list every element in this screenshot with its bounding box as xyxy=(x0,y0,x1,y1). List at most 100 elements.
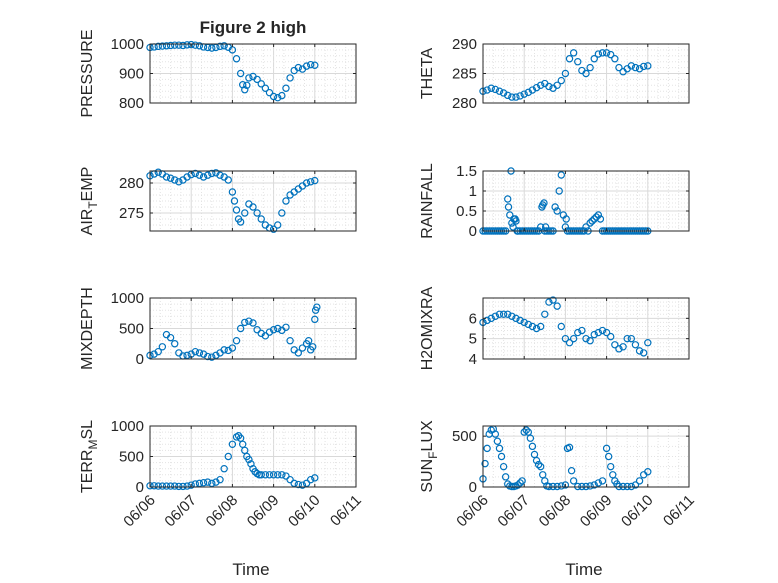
data-point xyxy=(536,322,545,331)
data-point xyxy=(253,75,261,84)
data-point xyxy=(516,316,524,325)
y-label-part: AIR xyxy=(79,209,96,236)
data-point xyxy=(304,337,313,345)
data-point xyxy=(495,444,504,453)
grid xyxy=(482,297,690,360)
y-axis-label: TERRMSL xyxy=(79,420,100,493)
data-point xyxy=(557,171,565,179)
data-point xyxy=(598,49,607,57)
data-point xyxy=(596,215,605,223)
y-tick-label: 0.5 xyxy=(456,203,477,220)
data-point xyxy=(195,171,204,179)
y-axis-label: PRESSURE xyxy=(79,29,96,117)
data-point xyxy=(224,452,232,461)
data-point xyxy=(286,475,294,484)
data-point xyxy=(561,334,570,343)
data-point xyxy=(504,91,512,100)
y-tick-label: 6 xyxy=(469,310,477,327)
data-point xyxy=(623,334,631,343)
data-point xyxy=(187,40,195,49)
data-point xyxy=(553,81,561,90)
data-point xyxy=(594,479,603,487)
y-tick-label: 900 xyxy=(119,66,144,83)
data-point xyxy=(481,459,489,468)
data-point xyxy=(483,316,491,325)
data-point xyxy=(278,209,286,217)
x-tick-label: 06/07 xyxy=(161,492,200,531)
data-point xyxy=(501,473,510,481)
data-point xyxy=(495,87,504,95)
grid xyxy=(149,425,357,488)
data-point xyxy=(162,173,171,181)
data-point xyxy=(483,86,491,94)
data-point xyxy=(627,482,636,491)
y-tick-label: 1000 xyxy=(111,418,144,435)
data-point xyxy=(631,341,640,349)
data-point xyxy=(257,80,265,88)
data-point xyxy=(278,91,286,100)
data-point xyxy=(286,74,294,82)
data-point xyxy=(208,44,216,52)
data-point xyxy=(493,437,502,445)
data-point xyxy=(491,85,500,94)
series-markers xyxy=(146,432,319,491)
data-point xyxy=(532,324,541,333)
data-point xyxy=(611,341,619,349)
data-point xyxy=(228,440,237,448)
data-point xyxy=(253,326,261,334)
data-point xyxy=(290,479,298,488)
data-point xyxy=(154,482,162,490)
data-point xyxy=(516,479,524,487)
data-point xyxy=(220,346,228,354)
data-point xyxy=(528,442,537,451)
data-point xyxy=(551,203,559,211)
data-point xyxy=(508,93,516,101)
series-markers xyxy=(479,49,652,101)
data-point xyxy=(602,328,611,337)
data-point xyxy=(582,334,590,343)
data-point xyxy=(545,482,553,491)
data-point xyxy=(562,215,570,223)
data-point xyxy=(598,477,607,485)
data-point xyxy=(162,482,171,490)
data-point xyxy=(302,179,311,187)
x-tick-label: 06/06 xyxy=(453,492,492,531)
data-point xyxy=(154,42,162,51)
data-point xyxy=(487,314,495,323)
data-point xyxy=(508,312,516,320)
data-point xyxy=(627,62,636,70)
data-point xyxy=(220,465,228,473)
data-point xyxy=(574,482,582,491)
panel-6: 0 500 1000 TERRMSL 06/06 06/07 06/08 06/09 06/10… xyxy=(79,418,365,579)
data-point xyxy=(306,178,315,186)
x-tick-label: 06/11 xyxy=(327,492,365,530)
data-point xyxy=(532,456,541,465)
y-tick-label: 275 xyxy=(119,205,144,222)
data-point xyxy=(504,310,512,318)
data-point xyxy=(635,347,644,355)
data-point xyxy=(615,63,623,72)
data-point xyxy=(506,211,514,219)
series-markers xyxy=(479,425,652,491)
data-point xyxy=(216,42,224,51)
data-point xyxy=(311,315,319,324)
data-point xyxy=(216,475,224,484)
data-point xyxy=(302,479,311,488)
data-point xyxy=(549,296,557,304)
data-point xyxy=(541,310,549,318)
data-point xyxy=(208,169,216,178)
data-point xyxy=(269,471,278,479)
data-point xyxy=(208,353,216,361)
data-point xyxy=(236,218,245,226)
data-point xyxy=(282,472,290,480)
data-point xyxy=(526,434,535,442)
data-point xyxy=(644,339,652,347)
data-point xyxy=(154,168,162,176)
data-point xyxy=(286,337,294,345)
data-point xyxy=(311,176,319,185)
data-point xyxy=(166,174,175,182)
panel-5: 4 5 6 H2OMIXRA xyxy=(419,286,690,370)
y-axis-label: THETA xyxy=(419,48,436,100)
panel-1: 280 285 290 THETA xyxy=(419,36,690,112)
data-point xyxy=(187,481,195,489)
